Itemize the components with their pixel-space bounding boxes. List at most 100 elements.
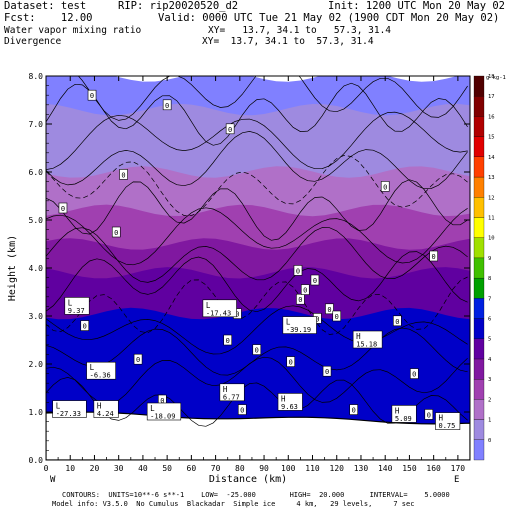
colorbar-label: 8 [488, 276, 491, 282]
zero-label: 0 [409, 368, 419, 379]
zero-label: 0 [300, 284, 310, 295]
zero-label: 0 [332, 310, 342, 322]
zero-label-box [111, 226, 121, 238]
zero-label-box [223, 334, 233, 346]
extremum-box [219, 383, 245, 402]
colorbar-label: 18 [488, 74, 495, 80]
zero-label-text: 0 [61, 205, 65, 213]
colorbar-label: 9 [488, 256, 491, 262]
zero-label-text: 0 [228, 126, 232, 134]
extremum-box [352, 330, 383, 349]
extremum-label: L9.37 [64, 297, 90, 315]
zero-label-box [409, 368, 419, 379]
y-axis-title: Height (km) [7, 235, 18, 301]
extremum-kind: L [206, 301, 211, 310]
zero-label-text: 0 [432, 253, 436, 261]
colorbar-label: 7 [488, 296, 491, 302]
extremum-label: H9.63 [277, 393, 303, 411]
zero-label: 0 [293, 265, 303, 276]
colorbar-label: 13 [488, 175, 495, 181]
extremum-value: -27.33 [56, 410, 81, 418]
zero-label: 0 [325, 303, 334, 315]
colorbar-label: 16 [488, 114, 495, 120]
zero-label-box [310, 274, 320, 286]
colorbar-swatch [473, 298, 485, 319]
divergence-contour [77, 76, 468, 121]
extremum-kind: H [223, 385, 228, 394]
extremum-box [391, 405, 417, 423]
colorbar-label: 10 [488, 236, 495, 242]
zero-label: 0 [119, 169, 128, 180]
zero-label-box [119, 169, 128, 180]
zero-label: 0 [225, 123, 235, 135]
zero-label-box [380, 181, 390, 192]
extremum-label: H0.75 [435, 412, 461, 430]
x-tick-label: 90 [259, 464, 269, 473]
zero-label-text: 0 [90, 92, 94, 100]
colorbar-swatch [473, 217, 485, 238]
zero-label-text: 0 [427, 411, 431, 419]
zero-label-text: 0 [165, 102, 169, 110]
extremum-box [64, 297, 90, 315]
x-tick-label: 100 [281, 464, 296, 473]
zero-label-text: 0 [303, 287, 307, 295]
valid-label: Valid: 0000 UTC Tue 21 May 02 (1900 CDT … [158, 12, 500, 24]
zero-label-box [252, 344, 262, 355]
zero-label: 0 [111, 226, 121, 238]
divergence-contour [46, 276, 468, 335]
extremum-label: H5.09 [391, 405, 417, 423]
x-tick-label: 80 [235, 464, 245, 473]
colorbar-swatch [473, 96, 485, 117]
colorbar-swatch [473, 399, 485, 420]
extremum-label: L-6.36 [86, 361, 116, 380]
y-tick-label: 6.0 [29, 168, 44, 177]
zero-label: 0 [237, 404, 247, 415]
rip-label: RIP: rip20020520_d2 [118, 0, 239, 12]
fcst-label: Fcst: 12.00 [4, 12, 93, 24]
extremum-kind: H [97, 402, 102, 411]
zero-label: 0 [252, 344, 262, 355]
extremum-box [202, 299, 237, 318]
zero-label-box [237, 404, 247, 415]
colorbar-swatch [473, 379, 485, 400]
zero-label: 0 [162, 99, 172, 111]
extremum-kind: L [286, 318, 291, 327]
y-tick-label: 1.0 [29, 408, 44, 417]
y-tick-label: 4.0 [29, 264, 44, 273]
zero-label-box [225, 123, 235, 135]
x-tick-label: 40 [138, 464, 148, 473]
zero-label-text: 0 [136, 356, 140, 364]
x-tick-label: 110 [305, 464, 320, 473]
divergence-contour [46, 111, 468, 170]
zero-label-box [286, 356, 296, 367]
x-tick-label: 70 [211, 464, 221, 473]
zero-label-text: 0 [327, 306, 331, 314]
colorbar-swatch [473, 277, 485, 299]
colorbar-swatch [473, 156, 485, 178]
zero-label-text: 0 [235, 311, 239, 319]
zero-label: 0 [286, 356, 296, 367]
zero-label-box [58, 202, 68, 214]
zero-label: 0 [429, 250, 438, 262]
extremum-box [146, 402, 182, 421]
y-tick-label: 8.0 [29, 72, 44, 81]
x-tick-label: 150 [402, 464, 417, 473]
extremum-label: L-17.43 [202, 299, 237, 318]
zero-label-text: 0 [255, 347, 259, 355]
zero-label-box [162, 99, 172, 111]
colorbar-label: 15 [488, 135, 495, 141]
y-tick-label: 3.0 [29, 312, 44, 321]
extremum-kind: L [68, 298, 73, 307]
zero-label: 0 [223, 334, 233, 346]
colorbar-swatch [473, 237, 485, 259]
divergence-contour [46, 179, 468, 241]
extremum-label: H6.77 [219, 383, 245, 402]
contours-info: CONTOURS: UNITS=10**-6 s**-1 LOW= -25.00… [62, 491, 450, 499]
zero-label: 0 [87, 89, 97, 101]
divergence-contour [46, 327, 468, 376]
x-tick-label: 0 [44, 464, 49, 473]
zero-label-box [300, 284, 310, 295]
x-tick-label: 130 [354, 464, 369, 473]
zero-label-text: 0 [313, 277, 317, 285]
